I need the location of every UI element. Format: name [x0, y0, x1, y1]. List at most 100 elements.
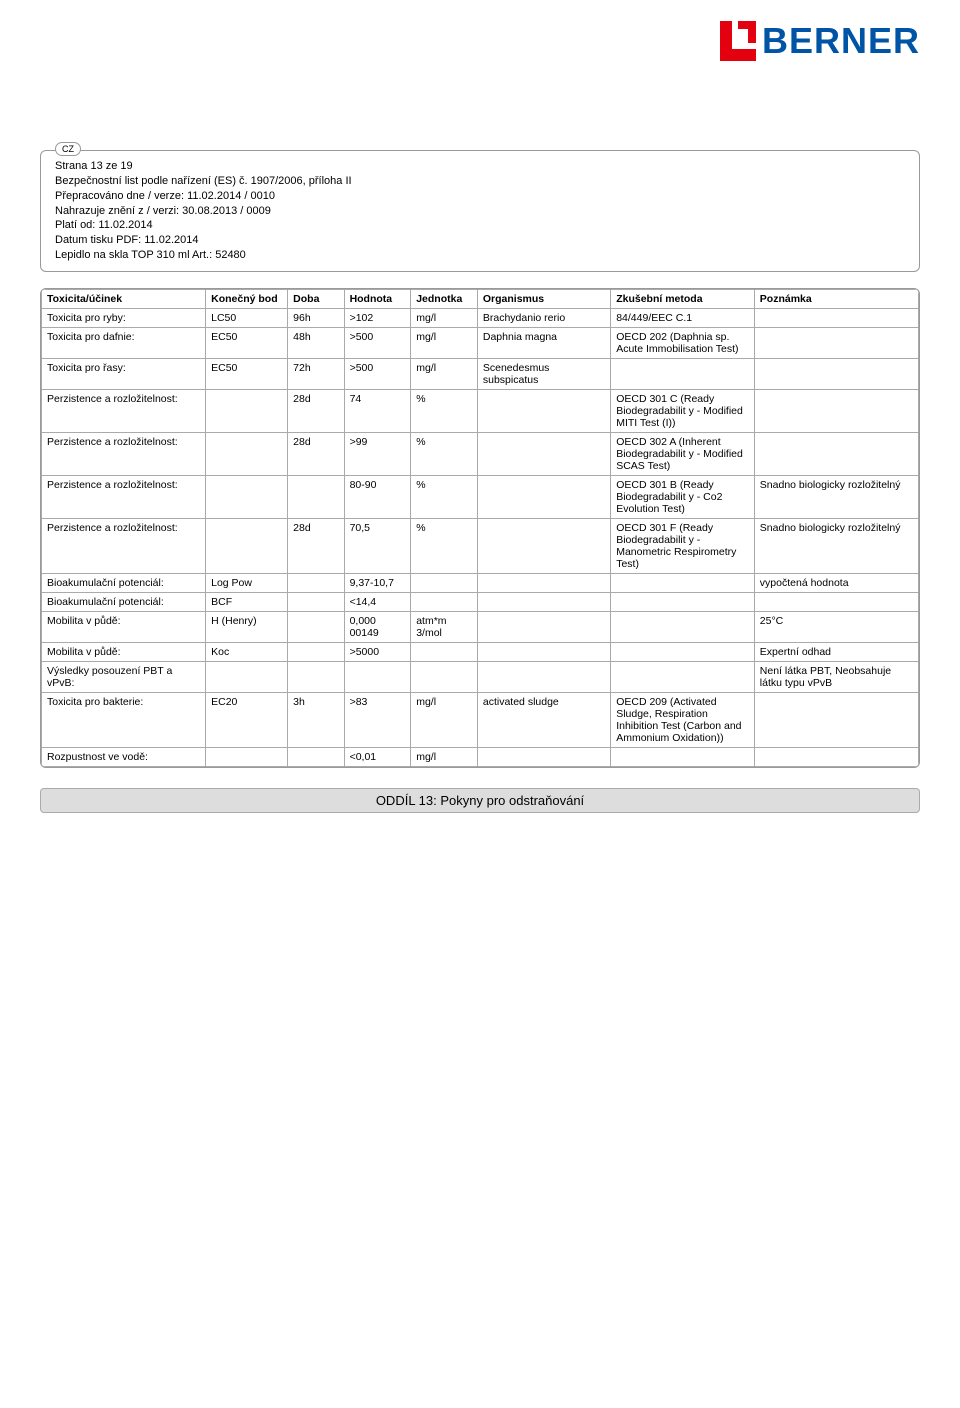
table-cell [411, 573, 478, 592]
table-cell: activated sludge [477, 692, 610, 747]
table-cell: >500 [344, 327, 411, 358]
table-cell: EC20 [206, 692, 288, 747]
table-cell [754, 308, 918, 327]
table-cell: mg/l [411, 327, 478, 358]
table-cell [206, 518, 288, 573]
table-cell [754, 389, 918, 432]
table-cell: Perzistence a rozložitelnost: [42, 389, 206, 432]
table-cell: mg/l [411, 358, 478, 389]
table-row: Bioakumulační potenciál:BCF<14,4 [42, 592, 919, 611]
table-cell: vypočtená hodnota [754, 573, 918, 592]
table-cell [411, 661, 478, 692]
table-cell: Snadno biologicky rozložitelný [754, 518, 918, 573]
table-cell [754, 327, 918, 358]
table-row: Perzistence a rozložitelnost:28d>99%OECD… [42, 432, 919, 475]
table-cell: 25°C [754, 611, 918, 642]
table-cell: 84/449/EEC C.1 [611, 308, 755, 327]
th: Toxicita/účinek [42, 289, 206, 308]
table-cell: 74 [344, 389, 411, 432]
table-cell: Brachydanio rerio [477, 308, 610, 327]
header-line: Přepracováno dne / verze: 11.02.2014 / 0… [55, 189, 907, 204]
page: BERNER CZ Strana 13 ze 19 Bezpečnostní l… [0, 0, 960, 1408]
table-cell: atm*m 3/mol [411, 611, 478, 642]
table-cell: >500 [344, 358, 411, 389]
table-cell: % [411, 518, 478, 573]
table-cell [288, 642, 344, 661]
header-line: Bezpečnostní list podle nařízení (ES) č.… [55, 174, 907, 189]
table-cell: H (Henry) [206, 611, 288, 642]
table-cell: <0,01 [344, 747, 411, 766]
table-cell: % [411, 389, 478, 432]
table-cell: OECD 302 A (Inherent Biodegradabilit y -… [611, 432, 755, 475]
table-cell: Toxicita pro řasy: [42, 358, 206, 389]
table-cell [754, 432, 918, 475]
table-cell: Perzistence a rozložitelnost: [42, 475, 206, 518]
table-cell: 96h [288, 308, 344, 327]
table-cell [754, 747, 918, 766]
table-cell [754, 692, 918, 747]
table-cell: % [411, 432, 478, 475]
logo-text: BERNER [762, 20, 920, 62]
table-cell: Perzistence a rozložitelnost: [42, 518, 206, 573]
table-cell [477, 475, 610, 518]
country-badge: CZ [55, 142, 81, 156]
table-cell: >99 [344, 432, 411, 475]
table-cell: 28d [288, 518, 344, 573]
table-cell [477, 518, 610, 573]
table-cell: Perzistence a rozložitelnost: [42, 432, 206, 475]
table-cell: Toxicita pro dafnie: [42, 327, 206, 358]
table-cell: 48h [288, 327, 344, 358]
table-cell [288, 747, 344, 766]
table-cell: 9,37-10,7 [344, 573, 411, 592]
table-cell: 3h [288, 692, 344, 747]
table-cell: Výsledky posouzení PBT a vPvB: [42, 661, 206, 692]
table-row: Toxicita pro ryby:LC5096h>102mg/lBrachyd… [42, 308, 919, 327]
table-cell [411, 592, 478, 611]
table-cell: Snadno biologicky rozložitelný [754, 475, 918, 518]
table-cell [477, 432, 610, 475]
table-cell [477, 573, 610, 592]
table-cell: <14,4 [344, 592, 411, 611]
document-header: CZ Strana 13 ze 19 Bezpečnostní list pod… [40, 150, 920, 272]
table-cell [288, 475, 344, 518]
table-cell: 80-90 [344, 475, 411, 518]
table-cell: Není látka PBT, Neobsahuje látku typu vP… [754, 661, 918, 692]
header-line: Platí od: 11.02.2014 [55, 218, 907, 233]
table-cell: 70,5 [344, 518, 411, 573]
table-cell [611, 611, 755, 642]
table-cell [206, 747, 288, 766]
header-line: Datum tisku PDF: 11.02.2014 [55, 233, 907, 248]
table-cell [611, 573, 755, 592]
table-row: Perzistence a rozložitelnost: 28d70,5% OEC… [42, 518, 919, 573]
toxicity-table-wrap: Toxicita/účinek Konečný bod Doba Hodnota… [40, 288, 920, 768]
table-cell: LC50 [206, 308, 288, 327]
table-cell [611, 747, 755, 766]
header-line: Strana 13 ze 19 [55, 159, 907, 174]
table-cell: Mobilita v půdě: [42, 611, 206, 642]
table-row: Bioakumulační potenciál:Log Pow9,37-10,7… [42, 573, 919, 592]
table-cell: >102 [344, 308, 411, 327]
table-cell [288, 661, 344, 692]
table-cell: OECD 301 F (Ready Biodegradabilit y - Ma… [611, 518, 755, 573]
header-line: Lepidlo na skla TOP 310 ml Art.: 52480 [55, 248, 907, 263]
logo: BERNER [716, 20, 920, 62]
table-row: Toxicita pro bakterie:EC203h>83mg/lactiv… [42, 692, 919, 747]
table-row: Toxicita pro řasy:EC5072h>500mg/lScenede… [42, 358, 919, 389]
table-cell [477, 389, 610, 432]
table-cell: Bioakumulační potenciál: [42, 592, 206, 611]
table-cell: mg/l [411, 308, 478, 327]
table-cell [288, 592, 344, 611]
table-cell [344, 661, 411, 692]
table-cell: OECD 202 (Daphnia sp. Acute Immobilisati… [611, 327, 755, 358]
table-cell: mg/l [411, 747, 478, 766]
table-cell [206, 661, 288, 692]
logo-icon [716, 21, 756, 61]
table-cell: EC50 [206, 358, 288, 389]
table-cell: Toxicita pro ryby: [42, 308, 206, 327]
table-cell: mg/l [411, 692, 478, 747]
table-cell [754, 358, 918, 389]
table-cell [288, 611, 344, 642]
th: Hodnota [344, 289, 411, 308]
table-cell [611, 661, 755, 692]
table-cell [411, 642, 478, 661]
